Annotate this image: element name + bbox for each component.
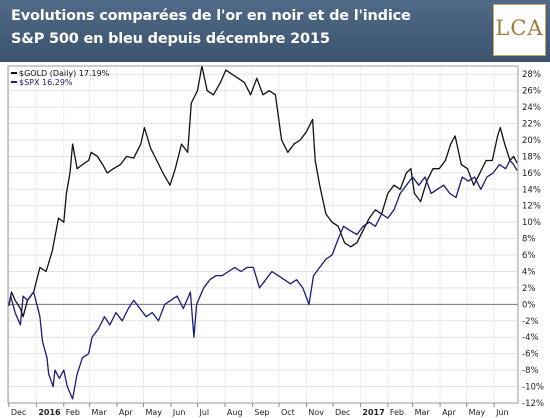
x-tick-label: Oct [281, 408, 295, 417]
grid-lines [8, 73, 518, 404]
y-axis-ticks: -12% -10% -8% -6% -4% -2% 0% 2% 4% 6% 8% 10% 12% 14% 1… [522, 70, 544, 409]
y-tick-label: 26% [522, 87, 541, 97]
y-tick-label: 20% [522, 136, 541, 146]
x-tick-label: Dec [335, 408, 350, 417]
y-tick-label: 6% [522, 251, 536, 261]
logo-text: LCA [495, 16, 544, 40]
x-tick-label: Nov [308, 408, 324, 417]
x-grid-lines [8, 66, 495, 403]
x-tick-label: Mar [415, 408, 431, 417]
x-tick-label: Feb [390, 408, 404, 417]
x-tick-label: Mar [91, 408, 107, 417]
x-tick-label: Apr [119, 408, 134, 417]
x-tick-label: Jul [198, 408, 209, 417]
y-tick-label: -8% [522, 366, 539, 376]
legend-label-gold: $GOLD (Daily) 17.19% [19, 69, 110, 78]
y-tick-label: -10% [522, 383, 544, 393]
lca-logo: LCA [493, 4, 546, 56]
chart-background [0, 62, 550, 418]
x-tick-label: Feb [66, 408, 80, 417]
legend: $GOLD (Daily) 17.19% $SPX 16.29% [11, 69, 110, 87]
y-tick-label: 18% [522, 152, 541, 162]
y-tick-label: 28% [522, 70, 541, 80]
y-tick-label: 8% [522, 235, 536, 245]
chart-title-line2: S&P 500 en bleu depuis décembre 2015 [11, 31, 330, 47]
plot-border [7, 65, 519, 404]
y-tick-label: 10% [522, 218, 541, 228]
y-tick-label: 4% [522, 267, 536, 277]
legend-item-spx: $SPX 16.29% [11, 78, 73, 87]
x-tick-label: 2016 [38, 408, 61, 417]
x-tick-label: Sep [254, 408, 269, 417]
y-tick-label: 22% [522, 120, 541, 130]
legend-label-spx: $SPX 16.29% [19, 78, 73, 87]
y-tick-label: -6% [522, 350, 539, 360]
header-banner: Evolutions comparées de l'or en noir et … [0, 0, 550, 62]
x-axis-ticks: Dec 2016 Feb Mar Apr May Jun Jul Aug Sep Oct Nov Dec… [8, 403, 509, 417]
x-tick-label: Jun [495, 408, 509, 417]
legend-item-gold: $GOLD (Daily) 17.19% [11, 69, 110, 78]
y-tick-label: 2% [522, 284, 536, 294]
x-tick-label: 2017 [362, 408, 384, 417]
y-tick-label: -12% [522, 399, 544, 409]
x-tick-label: May [469, 408, 486, 417]
y-tick-label: 12% [522, 202, 541, 212]
series-layer [8, 65, 518, 400]
y-tick-label: 14% [522, 185, 541, 195]
y-tick-label: -2% [522, 317, 539, 327]
series-line-spx [8, 159, 518, 400]
line-chart: -12% -10% -8% -6% -4% -2% 0% 2% 4% 6% 8% 10% 12% 14% 1… [0, 62, 550, 418]
x-tick-label: Jun [172, 408, 186, 417]
y-tick-label: -4% [522, 333, 539, 343]
x-tick-label: Dec [11, 408, 26, 417]
y-tick-label: 16% [522, 169, 541, 179]
x-tick-label: Aug [227, 408, 243, 417]
x-tick-label: May [145, 408, 162, 417]
series-line-gold [8, 65, 518, 318]
y-tick-label: 24% [522, 103, 541, 113]
chart-title-line1: Evolutions comparées de l'or en noir et … [11, 8, 411, 24]
x-tick-label: Apr [442, 408, 457, 417]
y-tick-label: 0% [522, 300, 536, 310]
